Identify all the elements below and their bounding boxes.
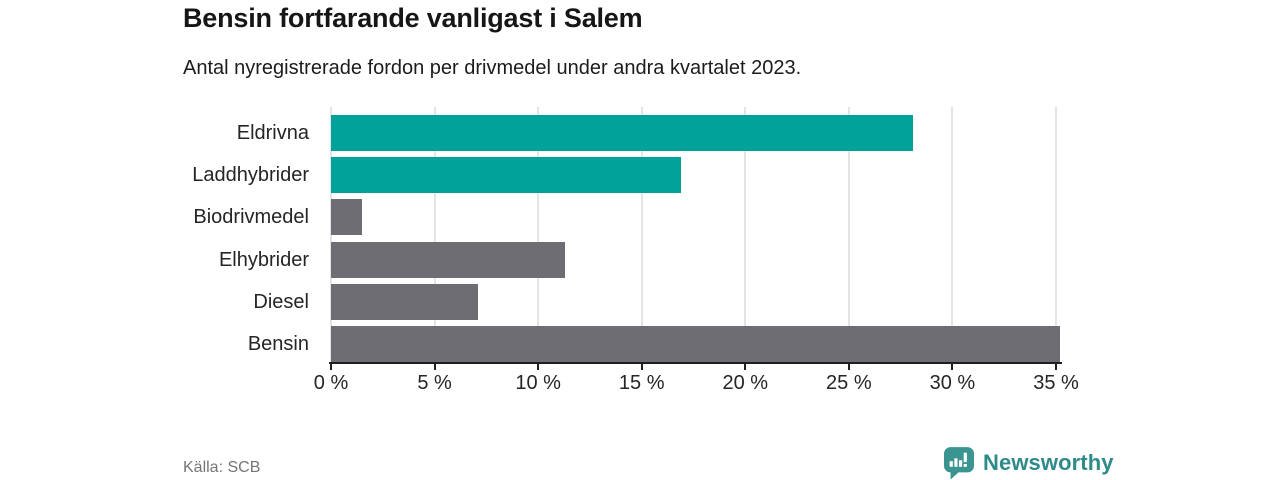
gridline-10 <box>537 107 540 363</box>
bar-eldrivna <box>331 115 914 151</box>
newsworthy-speech-bubble-chart-icon <box>944 446 974 479</box>
brand-logo: Newsworthy <box>944 446 1114 480</box>
gridline-35 <box>1055 107 1057 363</box>
brand-name: Newsworthy <box>983 450 1114 475</box>
bar-elhybrider <box>331 241 566 278</box>
category-label-eldrivna: Eldrivna <box>236 122 309 144</box>
chart-subtitle: Antal nyregistrerade fordon per drivmede… <box>183 57 802 79</box>
bar-diesel <box>331 283 479 320</box>
x-tick-0 <box>330 364 332 370</box>
x-tick-label-20: 20 % <box>722 372 769 394</box>
bar-bensin <box>331 326 1061 362</box>
x-tick-label-30: 30 % <box>929 372 976 394</box>
x-tick-label-10: 10 % <box>515 372 561 394</box>
source-note: Källa: SCB <box>183 459 261 476</box>
gridline-30 <box>951 107 954 363</box>
chart-title: Bensin fortfarande vanligast i Salem <box>183 3 643 33</box>
gridline-20 <box>744 107 747 363</box>
x-tick-25 <box>847 364 850 370</box>
gridline-5 <box>433 107 436 363</box>
bar-biodrivmedel <box>331 199 363 236</box>
category-label-bensin: Bensin <box>247 333 309 355</box>
category-label-diesel: Diesel <box>253 290 309 313</box>
category-label-laddhybrider: Laddhybrider <box>192 164 309 187</box>
category-label-elhybrider: Elhybrider <box>218 248 309 271</box>
category-label-biodrivmedel: Biodrivmedel <box>193 206 309 229</box>
y-axis-category-labels: Eldrivna Laddhybrider Biodrivmedel Elhybrid… <box>0 107 320 363</box>
x-tick-20 <box>744 364 747 370</box>
x-tick-label-5: 5 % <box>417 372 452 394</box>
x-tick-15 <box>640 364 643 370</box>
x-tick-30 <box>951 364 954 370</box>
x-tick-label-25: 25 % <box>826 372 872 394</box>
gridline-15 <box>640 107 643 363</box>
x-tick-label-15: 15 % <box>618 372 665 394</box>
gridline-25 <box>847 107 850 363</box>
x-axis-line <box>329 362 1062 364</box>
x-tick-5 <box>433 364 436 370</box>
x-tick-35 <box>1055 364 1057 370</box>
x-tick-label-35: 35 % <box>1033 372 1079 394</box>
x-tick-10 <box>537 364 540 370</box>
plot-area <box>330 107 1061 363</box>
x-tick-label-0: 0 % <box>313 372 349 394</box>
bar-laddhybrider <box>331 157 682 194</box>
